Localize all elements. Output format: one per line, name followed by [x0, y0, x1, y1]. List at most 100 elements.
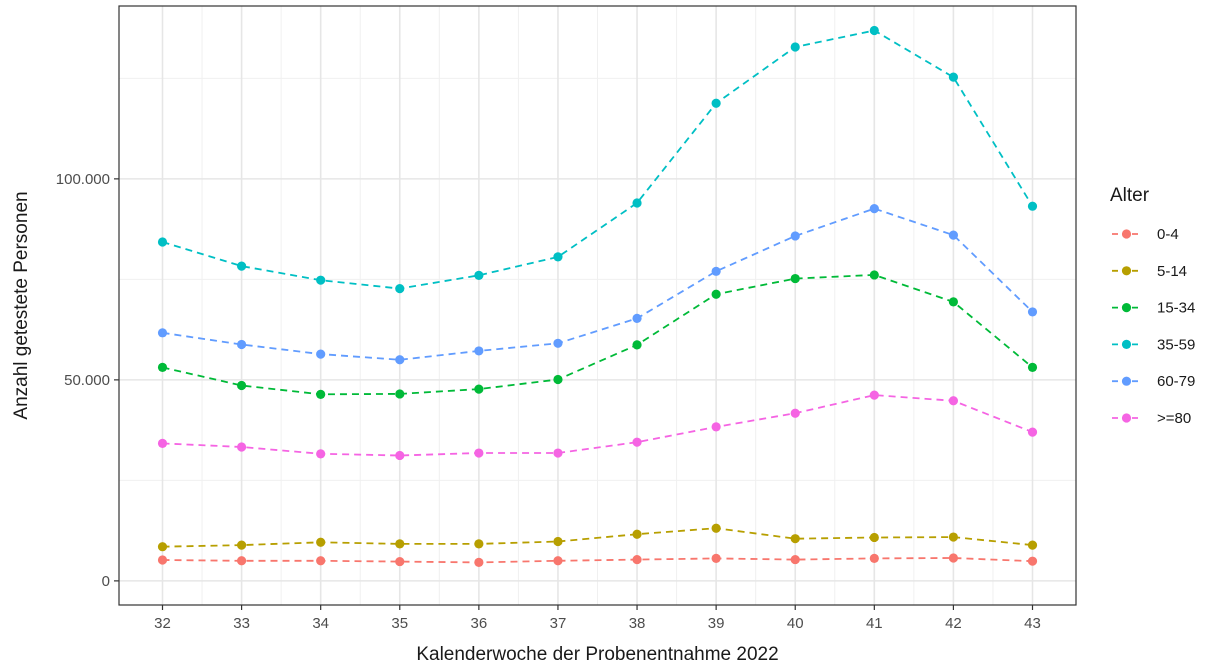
- legend-label: 15-34: [1157, 300, 1195, 317]
- data-point: [157, 438, 168, 448]
- data-point: [553, 374, 563, 385]
- series-line: [162, 207, 1034, 361]
- series-60-79: [157, 204, 1038, 365]
- x-tick-label: 43: [1024, 615, 1041, 632]
- legend-key-point: [1121, 413, 1132, 423]
- data-point: [157, 362, 168, 373]
- data-point: [632, 313, 642, 323]
- data-point: [474, 384, 484, 394]
- data-point: [474, 346, 484, 356]
- y-tick-label: 50.000: [64, 372, 110, 389]
- series-line: [162, 394, 1033, 457]
- data-point: [632, 437, 642, 447]
- x-tick-label: 41: [866, 615, 883, 632]
- data-point: [395, 450, 405, 461]
- data-point: [1027, 540, 1038, 550]
- series-line: [162, 557, 1033, 564]
- data-point: [157, 328, 168, 338]
- data-point: [1027, 307, 1038, 317]
- x-tick-label: 34: [312, 615, 329, 632]
- data-point: [948, 553, 959, 563]
- x-axis-title: Kalenderwoche der Probenentnahme 2022: [416, 644, 778, 665]
- data-point: [157, 237, 168, 247]
- legend-item: 60-79: [1112, 373, 1195, 390]
- data-point: [632, 198, 642, 208]
- axes: 0 50.000 100.000 32 33 34 35 36 37 38 39 40 41 42 43: [56, 171, 1041, 632]
- data-point: [790, 42, 800, 52]
- data-point: [869, 204, 879, 214]
- data-point: [790, 534, 800, 544]
- legend-item: 5-14: [1112, 263, 1187, 280]
- data-point: [1027, 362, 1038, 373]
- x-tick-label: 36: [471, 615, 488, 632]
- data-point: [790, 408, 800, 418]
- data-point: [1027, 201, 1038, 211]
- x-tick-label: 38: [629, 615, 646, 632]
- data-point: [790, 554, 800, 565]
- data-point: [1027, 427, 1038, 437]
- x-tick-label: 33: [233, 615, 250, 632]
- data-point: [632, 340, 642, 350]
- data-point: [632, 529, 642, 539]
- x-tick-label: 40: [787, 615, 804, 632]
- data-point: [236, 261, 247, 271]
- data-point: [869, 270, 879, 280]
- legend-label: 0-4: [1157, 226, 1179, 243]
- data-point: [236, 339, 247, 350]
- data-point: [236, 380, 247, 391]
- legend-label: 60-79: [1157, 373, 1195, 390]
- data-point: [869, 532, 879, 543]
- data-point: [711, 266, 721, 276]
- data-point: [395, 556, 405, 567]
- y-tick-label: 0: [102, 573, 110, 590]
- data-point: [316, 537, 326, 547]
- legend-key-point: [1121, 339, 1132, 349]
- data-series: [157, 25, 1038, 567]
- data-point: [790, 231, 800, 241]
- legend-item: 0-4: [1112, 226, 1179, 243]
- series-line: [162, 29, 1034, 290]
- y-axis-title: Anzahl getestete Personen: [11, 191, 32, 419]
- x-tick-label: 42: [945, 615, 962, 632]
- data-point: [632, 554, 642, 565]
- data-point: [711, 422, 721, 432]
- data-point: [316, 275, 326, 285]
- data-point: [553, 556, 563, 566]
- data-point: [790, 273, 800, 284]
- series-line: [162, 273, 1034, 396]
- data-point: [474, 539, 484, 549]
- legend-label: >=80: [1157, 410, 1191, 427]
- data-point: [711, 289, 721, 299]
- data-point: [395, 389, 405, 399]
- data-point: [236, 556, 247, 566]
- data-point: [553, 252, 563, 262]
- data-point: [869, 553, 879, 563]
- legend-key-point: [1121, 229, 1132, 239]
- data-point: [474, 448, 484, 458]
- x-tick-label: 35: [391, 615, 408, 632]
- data-point: [474, 270, 484, 280]
- legend-key-point: [1121, 376, 1132, 386]
- data-point: [157, 542, 168, 552]
- series-35-59: [157, 25, 1038, 294]
- x-tick-label: 39: [708, 615, 725, 632]
- data-point: [316, 349, 326, 359]
- data-point: [948, 230, 959, 240]
- legend-key-point: [1121, 303, 1132, 313]
- data-point: [711, 98, 721, 108]
- legend-label: 5-14: [1157, 263, 1187, 280]
- plot-panel-border: [118, 5, 1077, 606]
- x-tick-label: 37: [550, 615, 567, 632]
- data-point: [869, 25, 879, 36]
- data-point: [553, 338, 563, 348]
- series-0-4: [157, 553, 1038, 567]
- data-point: [948, 72, 959, 82]
- series-15-34: [157, 270, 1038, 399]
- data-point: [948, 532, 959, 542]
- legend-item: 15-34: [1112, 300, 1195, 317]
- grid-lines: [119, 6, 1076, 605]
- data-point: [948, 297, 959, 307]
- data-point: [236, 540, 247, 550]
